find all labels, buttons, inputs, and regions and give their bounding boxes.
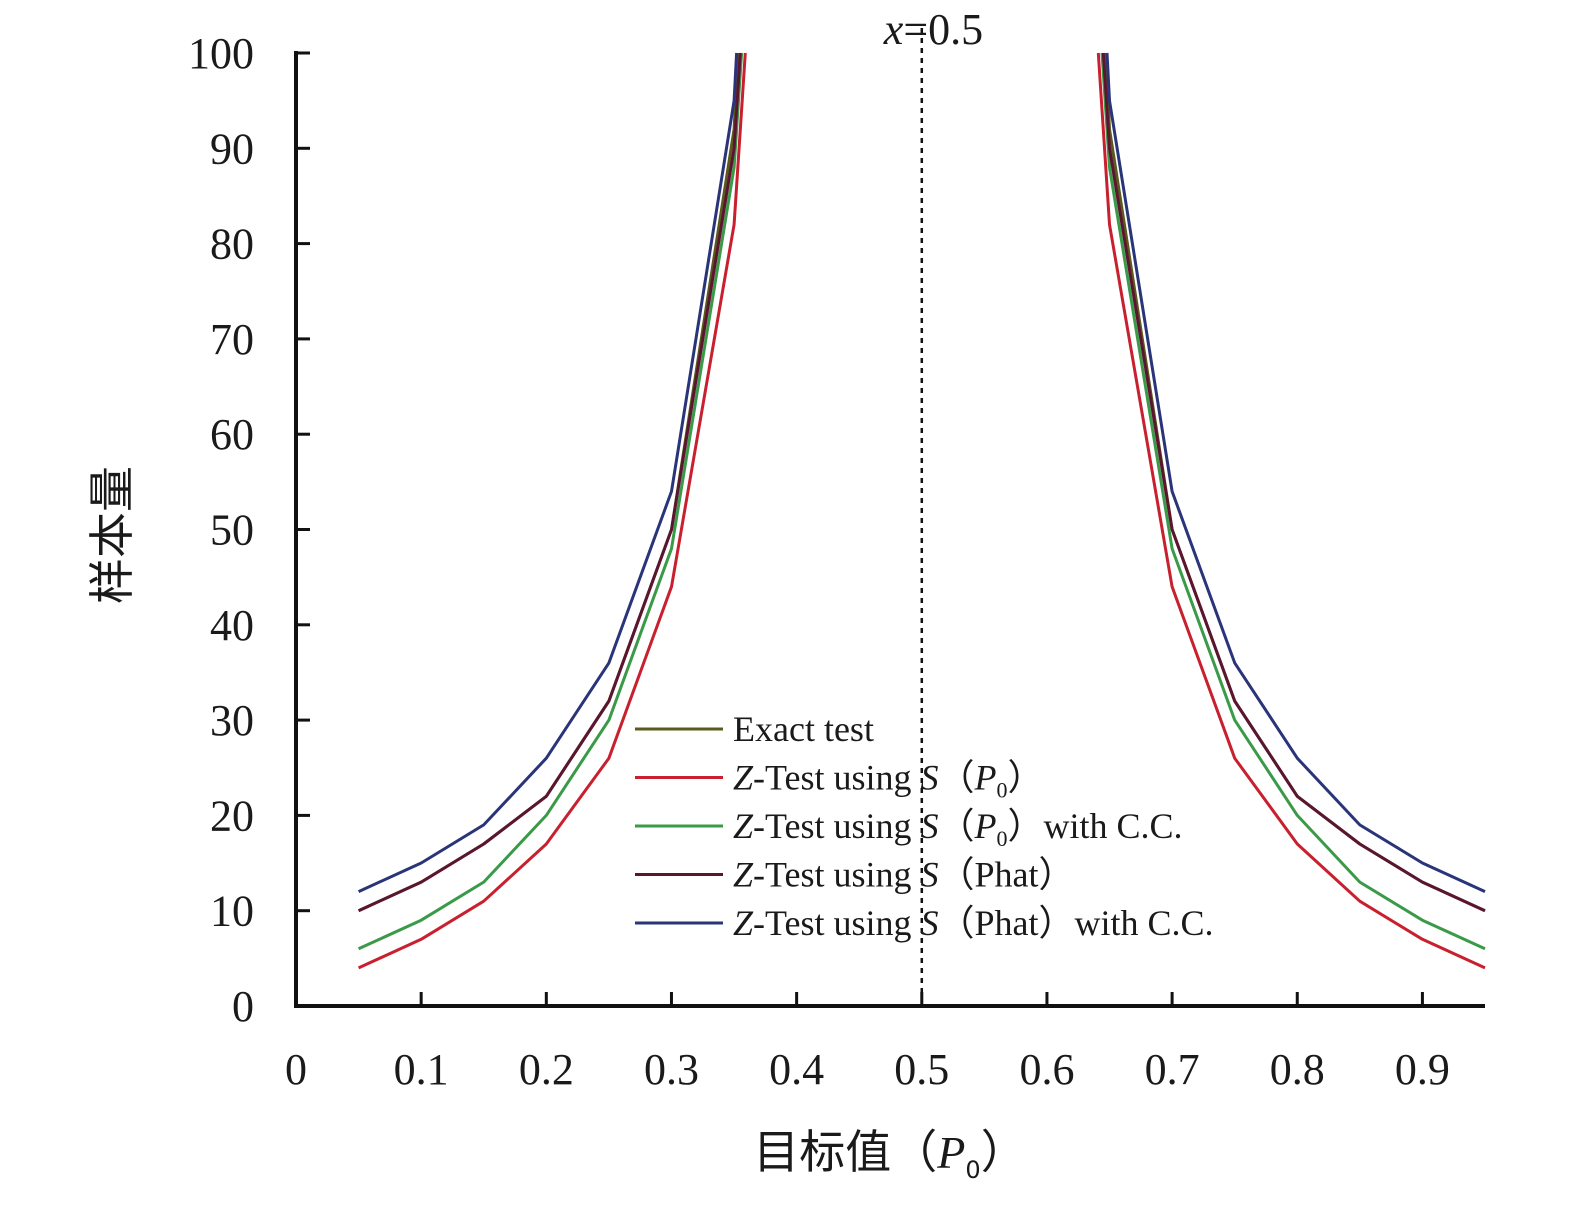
x-tick-label: 0.9 xyxy=(1395,1045,1450,1094)
x-tick-label: 0.5 xyxy=(894,1045,949,1094)
series-4-line-left xyxy=(357,52,742,913)
x-tick-label: 0.1 xyxy=(394,1045,449,1094)
series-1-line-right xyxy=(1104,52,1486,913)
series-3-line-right xyxy=(1100,52,1486,951)
y-tick-label: 20 xyxy=(210,791,254,840)
annotation-label: x=0.5 xyxy=(883,5,983,54)
legend-label-1: Exact test xyxy=(733,709,874,749)
x-tick-label: 0.8 xyxy=(1270,1045,1325,1094)
series-5-line-right xyxy=(1105,52,1486,893)
legend-label-2: Z-Test using S（P0） xyxy=(733,758,1044,803)
y-tick-label: 90 xyxy=(210,124,254,173)
x-axis-title: 目标值（P0） xyxy=(753,1125,1026,1184)
annotation-layer: x=0.5 xyxy=(883,5,983,1006)
y-tick-label: 100 xyxy=(188,29,254,78)
x-tick-label: 0.4 xyxy=(769,1045,824,1094)
y-tick-label: 50 xyxy=(210,506,254,555)
y-tick-label: 10 xyxy=(210,887,254,936)
y-axis-title: 样本量 xyxy=(85,466,139,604)
y-tick-label: 40 xyxy=(210,601,254,650)
y-tick-label: 0 xyxy=(232,982,254,1031)
x-tick-label: 0 xyxy=(285,1045,307,1094)
y-tick-label: 30 xyxy=(210,696,254,745)
y-tick-label: 70 xyxy=(210,315,254,364)
legend-label-5: Z-Test using S（Phat）with C.C. xyxy=(733,903,1214,943)
series-5-line-left xyxy=(357,52,739,893)
legend-label-4: Z-Test using S（Phat） xyxy=(733,855,1075,895)
axes-layer: 0 10 20 30 40 50 60 70 80 90 100 0 0.1 0.2 0.3 0.4 0.5 0.… xyxy=(188,29,1485,1094)
legend-label-3: Z-Test using S（P0）with C.C. xyxy=(733,806,1183,851)
x-tick-label: 0.2 xyxy=(519,1045,574,1094)
x-tick-label: 0.6 xyxy=(1019,1045,1074,1094)
series-3-line-left xyxy=(357,52,744,951)
y-tick-label: 60 xyxy=(210,410,254,459)
series-layer xyxy=(357,52,1486,970)
series-2-line-right xyxy=(1096,52,1486,970)
x-tick-label: 0.7 xyxy=(1145,1045,1200,1094)
x-tick-label: 0.3 xyxy=(644,1045,699,1094)
series-4-line-right xyxy=(1101,52,1486,913)
series-2-line-left xyxy=(357,52,747,970)
series-1-line-left xyxy=(357,52,740,913)
y-tick-label: 80 xyxy=(210,220,254,269)
